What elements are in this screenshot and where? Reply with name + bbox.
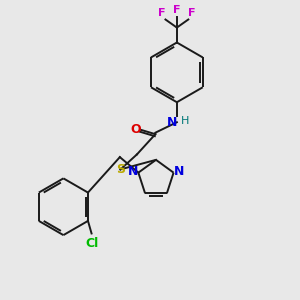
Text: F: F — [188, 8, 196, 18]
Text: H: H — [181, 116, 189, 126]
Text: F: F — [158, 8, 166, 18]
Text: F: F — [173, 5, 181, 15]
Text: Cl: Cl — [85, 237, 98, 250]
Text: N: N — [174, 165, 184, 178]
Text: N: N — [128, 165, 138, 178]
Text: O: O — [131, 123, 141, 136]
Text: N: N — [167, 116, 178, 129]
Text: S: S — [116, 163, 125, 176]
